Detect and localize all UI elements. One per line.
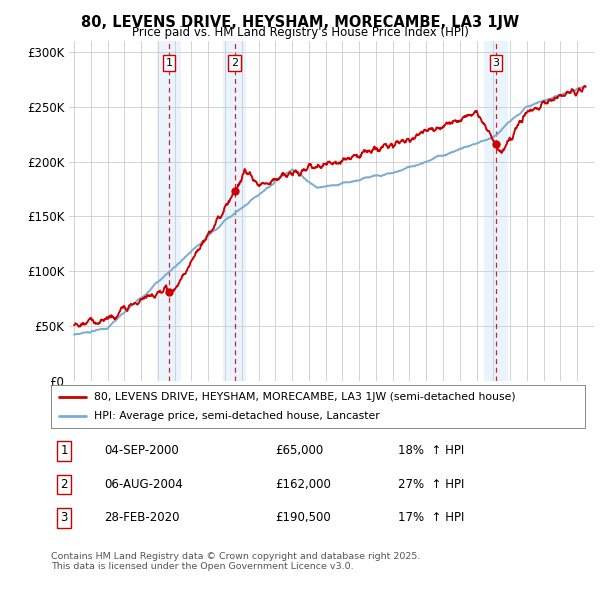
Text: Contains HM Land Registry data © Crown copyright and database right 2025.
This d: Contains HM Land Registry data © Crown c… [51,552,421,571]
Text: HPI: Average price, semi-detached house, Lancaster: HPI: Average price, semi-detached house,… [94,411,379,421]
Text: 18%  ↑ HPI: 18% ↑ HPI [398,444,464,457]
Text: £65,000: £65,000 [275,444,323,457]
Text: £190,500: £190,500 [275,512,331,525]
Text: 27%  ↑ HPI: 27% ↑ HPI [398,478,464,491]
Text: 3: 3 [61,512,68,525]
Text: 1: 1 [166,58,173,68]
Text: Price paid vs. HM Land Registry's House Price Index (HPI): Price paid vs. HM Land Registry's House … [131,26,469,39]
Text: 2: 2 [61,478,68,491]
Text: 80, LEVENS DRIVE, HEYSHAM, MORECAMBE, LA3 1JW: 80, LEVENS DRIVE, HEYSHAM, MORECAMBE, LA… [81,15,519,30]
Text: 06-AUG-2004: 06-AUG-2004 [104,478,183,491]
Text: 28-FEB-2020: 28-FEB-2020 [104,512,180,525]
Text: 80, LEVENS DRIVE, HEYSHAM, MORECAMBE, LA3 1JW (semi-detached house): 80, LEVENS DRIVE, HEYSHAM, MORECAMBE, LA… [94,392,515,402]
Text: 1: 1 [61,444,68,457]
Bar [223,41,247,381]
Text: 17%  ↑ HPI: 17% ↑ HPI [398,512,464,525]
Bar [484,41,508,381]
Text: 3: 3 [493,58,500,68]
Text: £162,000: £162,000 [275,478,331,491]
Bar [157,41,181,381]
Text: 2: 2 [231,58,238,68]
Text: 04-SEP-2000: 04-SEP-2000 [104,444,179,457]
